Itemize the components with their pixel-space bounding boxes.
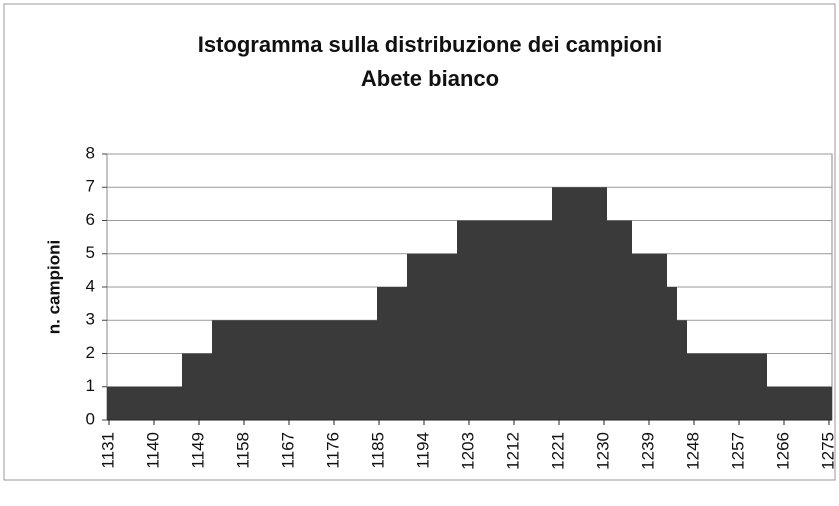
y-tick-label: 3: [86, 310, 95, 329]
y-tick-label: 4: [86, 276, 95, 295]
bar: [457, 220, 552, 420]
bar: [552, 187, 607, 420]
x-tick-label: 1185: [368, 432, 387, 469]
x-tick-label: 1275: [818, 432, 837, 470]
y-tick-label: 2: [86, 343, 95, 362]
x-tick-label: 1212: [503, 432, 522, 470]
y-tick-label: 5: [86, 243, 95, 262]
x-tick-label: 1257: [728, 432, 747, 470]
x-tick-label: 1230: [593, 432, 612, 470]
bar: [767, 386, 832, 420]
x-tick-label: 1221: [548, 432, 567, 470]
chart-title: Istogramma sulla distribuzione dei campi…: [198, 32, 663, 57]
bar: [687, 353, 767, 420]
x-tick-label: 1248: [683, 432, 702, 470]
x-tick-label: 1203: [458, 432, 477, 470]
y-tick-label: 7: [86, 177, 95, 196]
x-tick-label: 1149: [188, 432, 207, 469]
bar: [407, 253, 457, 420]
x-tick-label: 1266: [773, 432, 792, 470]
x-tick-label: 1158: [233, 432, 252, 469]
x-tick-label: 1140: [143, 432, 162, 469]
y-tick-label: 8: [86, 143, 95, 162]
bar: [677, 320, 687, 420]
bar: [212, 320, 377, 420]
y-tick-label: 1: [86, 376, 95, 395]
chart-subtitle: Abete bianco: [361, 66, 499, 91]
x-tick-label: 1239: [638, 432, 657, 470]
bar: [667, 287, 677, 420]
x-tick-label: 1194: [413, 432, 432, 469]
x-tick-label: 1176: [323, 432, 342, 469]
y-tick-label: 0: [86, 409, 95, 428]
bar: [377, 287, 407, 420]
bar: [632, 253, 667, 420]
y-tick-label: 6: [86, 210, 95, 229]
bar: [607, 220, 632, 420]
bar: [107, 386, 182, 420]
x-tick-label: 1167: [278, 432, 297, 469]
y-axis-label: n. campioni: [44, 240, 63, 334]
bar: [182, 353, 212, 420]
x-tick-label: 1131: [98, 432, 117, 469]
